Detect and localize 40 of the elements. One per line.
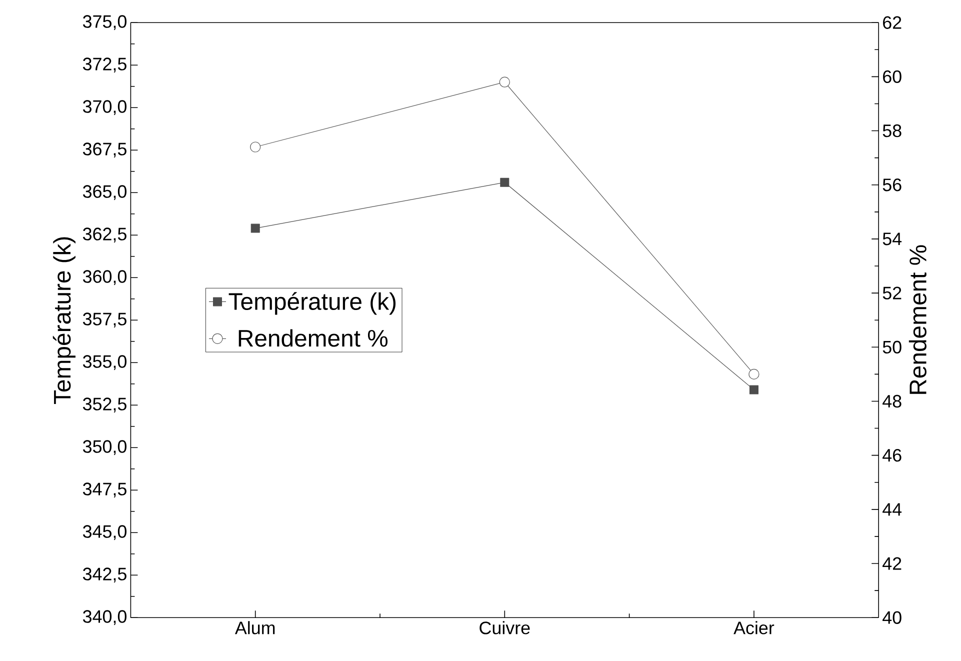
y-tick-label: 342,5 xyxy=(82,568,126,583)
y2-tick-label: 40 xyxy=(882,611,902,624)
point xyxy=(250,224,260,233)
y-axis-title: Température (k) xyxy=(52,237,76,404)
x-tick-label: Cuivre xyxy=(480,621,530,634)
y2-tick-label: 52 xyxy=(882,286,902,300)
y-tick-label: 367,5 xyxy=(82,142,126,158)
y-tick-label: 352,5 xyxy=(82,398,126,413)
y2-tick-label: 48 xyxy=(882,394,902,408)
legend-label: Rendement % xyxy=(238,329,388,347)
y2-axis-title: Rendement % xyxy=(908,245,926,394)
y2-tick-label: 62 xyxy=(883,16,902,29)
x-tick-label: Acier xyxy=(734,621,774,634)
y2-tick-label: 58 xyxy=(882,124,902,138)
point xyxy=(749,385,758,394)
y-tick-label: 370,0 xyxy=(82,100,126,116)
y2-tick-label: 60 xyxy=(883,70,902,84)
y2-tick-label: 42 xyxy=(882,557,902,570)
y-tick-label: 340,0 xyxy=(82,610,126,626)
y-tick-label: 375,0 xyxy=(82,15,126,30)
y2-tick-label: 46 xyxy=(882,448,902,462)
y2-tick-label: 44 xyxy=(882,503,902,516)
y2-tick-label: 54 xyxy=(882,232,902,246)
point xyxy=(499,76,510,88)
y-tick-label: 372,5 xyxy=(82,58,126,73)
point xyxy=(250,142,261,152)
y-tick-label: 357,5 xyxy=(82,312,126,328)
point xyxy=(500,178,510,187)
y-tick-label: 365,0 xyxy=(82,185,126,200)
y-tick-label: 350,0 xyxy=(82,440,126,456)
y-tick-label: 360,0 xyxy=(82,270,126,286)
y-tick-label: 345,0 xyxy=(82,525,126,540)
y-tick-label: 347,5 xyxy=(82,482,126,498)
y-tick-label: 362,5 xyxy=(82,228,126,243)
legend-label: Température (k) xyxy=(228,292,396,315)
point xyxy=(748,368,760,380)
x-tick-label: Alum xyxy=(234,621,275,634)
y2-tick-label: 56 xyxy=(882,178,902,192)
y2-tick-label: 50 xyxy=(882,340,902,354)
y-tick-label: 355,0 xyxy=(82,355,126,370)
